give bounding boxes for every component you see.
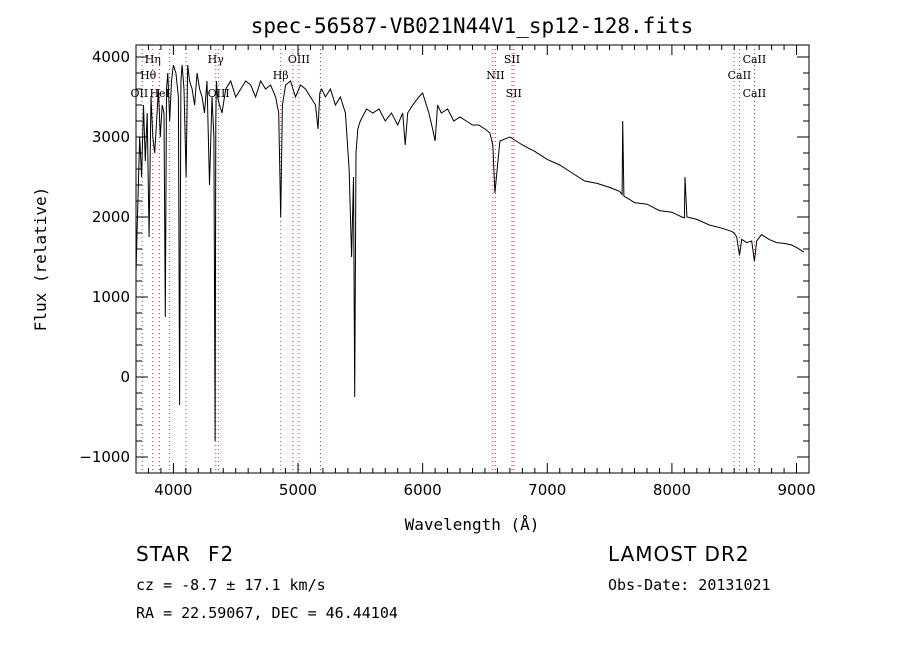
line-label: Hθ (140, 69, 157, 82)
x-tick-label: 9000 (777, 481, 815, 499)
line-label: Hγ (208, 53, 225, 66)
x-tick-label: 4000 (154, 481, 192, 499)
line-label: CaII (743, 53, 767, 66)
spectrum-series (135, 64, 805, 442)
line-label: Hβ (273, 69, 289, 82)
line-label: OIII (288, 53, 310, 66)
survey-name: LAMOST DR2 (608, 542, 750, 566)
y-tick-label: 2000 (92, 208, 130, 226)
line-label: HeI (149, 87, 169, 100)
x-tick-label: 5000 (279, 481, 317, 499)
x-tick-label: 7000 (528, 481, 566, 499)
x-tick-label: 8000 (653, 481, 691, 499)
spectrum-line (135, 64, 805, 442)
y-tick-label: 1000 (92, 288, 130, 306)
y-tick-label: 0 (120, 368, 130, 386)
coordinates-readout: RA = 22.59067, DEC = 46.44104 (136, 604, 398, 622)
chart-title: spec-56587-VB021N44V1_sp12-128.fits (251, 14, 694, 38)
redshift-readout: cz = -8.7 ± 17.1 km/s (136, 576, 326, 594)
y-tick-label: −1000 (79, 448, 130, 466)
line-label: OIII (208, 87, 230, 100)
line-label: SII (506, 87, 522, 100)
observation-date: Obs-Date: 20131021 (608, 576, 771, 594)
x-axis-label: Wavelength (Å) (405, 515, 540, 534)
y-tick-label: 3000 (92, 128, 130, 146)
emission-line-markers (141, 45, 755, 473)
y-axis-label: Flux (relative) (31, 187, 50, 332)
line-label: CaII (743, 87, 767, 100)
line-label: NII (486, 69, 504, 82)
plot-frame (135, 44, 810, 474)
y-tick-label: 4000 (92, 48, 130, 66)
x-tick-label: 6000 (404, 481, 442, 499)
object-class: STAR (136, 542, 191, 566)
object-subclass: F2 (208, 542, 235, 566)
line-label: Hη (145, 53, 161, 66)
line-label: CaII (728, 69, 752, 82)
line-label: OII (131, 87, 149, 100)
line-label: SII (504, 53, 520, 66)
axis-ticks: 4000 5000 6000 7000 8000 9000 −1000 0 1000 2000 30… (79, 45, 816, 499)
